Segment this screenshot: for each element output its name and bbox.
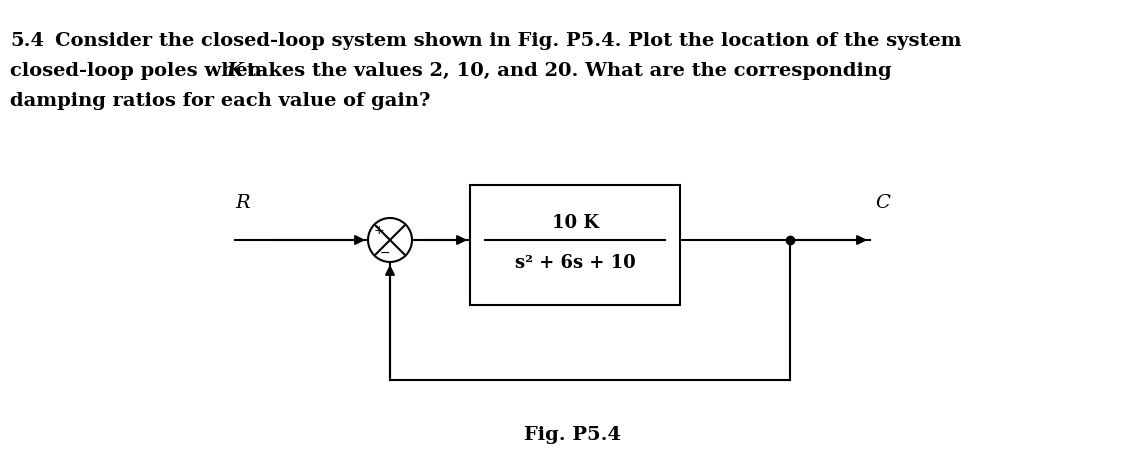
Text: damping ratios for each value of gain?: damping ratios for each value of gain? bbox=[10, 92, 430, 110]
Text: 10 K: 10 K bbox=[551, 214, 598, 232]
Text: Consider the closed-loop system shown in Fig. P5.4. Plot the location of the sys: Consider the closed-loop system shown in… bbox=[55, 32, 961, 50]
Text: takes the values 2, 10, and 20. What are the corresponding: takes the values 2, 10, and 20. What are… bbox=[240, 62, 891, 80]
Text: Fig. P5.4: Fig. P5.4 bbox=[524, 426, 620, 444]
Text: 5.4: 5.4 bbox=[10, 32, 43, 50]
Bar bbox=[470, 185, 680, 305]
Text: +: + bbox=[374, 224, 384, 237]
Text: closed-loop poles when: closed-loop poles when bbox=[10, 62, 269, 80]
Text: C: C bbox=[875, 194, 890, 212]
Text: K: K bbox=[227, 62, 243, 80]
Text: −: − bbox=[380, 247, 390, 260]
Text: s² + 6s + 10: s² + 6s + 10 bbox=[515, 254, 635, 272]
Text: R: R bbox=[235, 194, 249, 212]
